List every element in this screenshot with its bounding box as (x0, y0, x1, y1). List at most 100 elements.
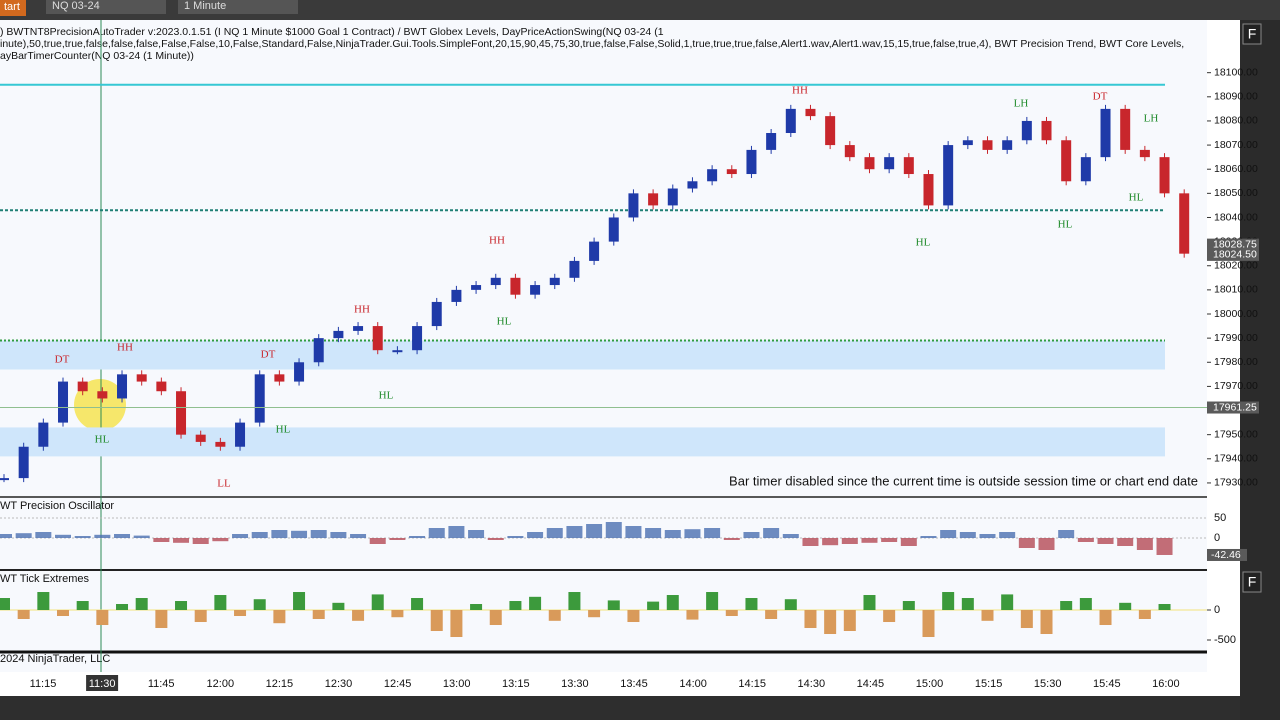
tick-bar (57, 610, 70, 617)
candle (884, 157, 895, 170)
oscillator-bar (55, 534, 72, 538)
swing-label: HL (95, 434, 110, 446)
y-tick-label: 17970.00 (1214, 380, 1258, 392)
oscillator-bar (409, 536, 426, 538)
candle (313, 338, 324, 363)
swing-label: LL (217, 478, 231, 490)
header-line: ) BWTNT8PrecisionAutoTrader v:2023.0.1.5… (0, 26, 664, 38)
candle (412, 326, 423, 351)
tick-bar (784, 599, 797, 611)
instrument-box[interactable] (46, 0, 166, 14)
candle (235, 422, 246, 447)
x-tick-label: 14:00 (679, 678, 707, 690)
oscillator-bar (389, 538, 406, 540)
y-tick-label: 0 (1214, 604, 1220, 616)
float-button[interactable] (1242, 571, 1262, 593)
candle (825, 116, 836, 146)
y-tick-label: 18050.00 (1214, 187, 1258, 199)
price-axis-area (1207, 20, 1240, 672)
oscillator-bar (822, 538, 839, 546)
x-tick-label: 14:15 (738, 678, 766, 690)
oscillator-bar (114, 534, 131, 538)
oscillator-bar (468, 530, 485, 538)
candle (451, 289, 462, 302)
oscillator-bar (1018, 538, 1035, 548)
candle (903, 157, 914, 175)
tick-bar (450, 610, 463, 638)
oscillator-bar (586, 524, 603, 538)
tick-bar (411, 598, 424, 611)
start-label: tart (4, 1, 20, 13)
candle (490, 277, 501, 286)
candle (117, 374, 128, 399)
swing-label: DT (261, 349, 276, 361)
x-tick-label: 11:30 (89, 678, 116, 690)
start-button[interactable] (0, 0, 26, 16)
oscillator-bar (900, 538, 917, 546)
tick-bar (804, 610, 817, 629)
tick-bar (902, 601, 915, 611)
oscillator-bar (782, 534, 799, 538)
tick-bar (253, 599, 266, 611)
candle (136, 374, 147, 382)
oscillator-bar (664, 530, 681, 538)
oscillator-marker (1207, 548, 1247, 561)
y-tick-label: 17980.00 (1214, 356, 1258, 368)
candle (648, 193, 659, 206)
x-tick-label: 12:30 (325, 678, 353, 690)
x-tick-label: 12:15 (266, 678, 294, 690)
float-button[interactable] (1242, 23, 1262, 45)
tick-bar (942, 592, 955, 611)
tick-bar (1060, 601, 1073, 611)
candle (97, 391, 108, 399)
oscillator-bar (1058, 530, 1075, 538)
oscillator-bar (1156, 538, 1173, 555)
oscillator-bar (1038, 538, 1055, 550)
candle (1120, 108, 1131, 150)
candle (156, 381, 167, 392)
tick-bar (1001, 594, 1014, 611)
tick-bar (529, 596, 542, 611)
oscillator-marker-label: -42.46 (1211, 549, 1241, 561)
y-tick-label: 18010.00 (1214, 284, 1258, 296)
tick-bar (76, 601, 89, 611)
tick-bar (96, 610, 109, 626)
candle (746, 149, 757, 175)
candle (58, 381, 69, 423)
candle (628, 193, 639, 218)
swing-label: DT (55, 354, 70, 366)
tick-bar (214, 595, 227, 611)
x-tick-label: 15:15 (975, 678, 1003, 690)
oscillator-bar (192, 538, 209, 544)
candle (1061, 140, 1072, 182)
x-tick-label: 13:00 (443, 678, 471, 690)
y-tick-label: 17950.00 (1214, 428, 1258, 440)
oscillator-bar (428, 528, 445, 538)
tick-bar (1040, 610, 1053, 635)
tick-bar (1020, 610, 1033, 629)
x-tick-label: 14:45 (857, 678, 885, 690)
oscillator-bar (251, 532, 268, 538)
oscillator-bar (212, 538, 229, 542)
tick-bar (568, 592, 581, 611)
tick-bar (1138, 610, 1151, 620)
candle (864, 157, 875, 170)
swing-label: LH (1144, 113, 1159, 125)
oscillator-bar (999, 532, 1016, 538)
price-marker (1207, 238, 1259, 251)
side-strip (1240, 20, 1280, 720)
tick-bar (312, 610, 325, 620)
candle (372, 326, 383, 351)
x-tick-label: 15:00 (916, 678, 944, 690)
x-tick-label: 13:30 (561, 678, 589, 690)
time-highlight (86, 675, 119, 691)
swing-label: LH (1014, 98, 1029, 110)
tick-bar (686, 610, 699, 620)
tick-bar (489, 610, 502, 626)
oscillator-bar (291, 530, 308, 538)
tick-bar (745, 598, 758, 611)
status-bar (0, 696, 1240, 720)
interval-box[interactable] (178, 0, 298, 14)
tick-bar (863, 595, 876, 611)
